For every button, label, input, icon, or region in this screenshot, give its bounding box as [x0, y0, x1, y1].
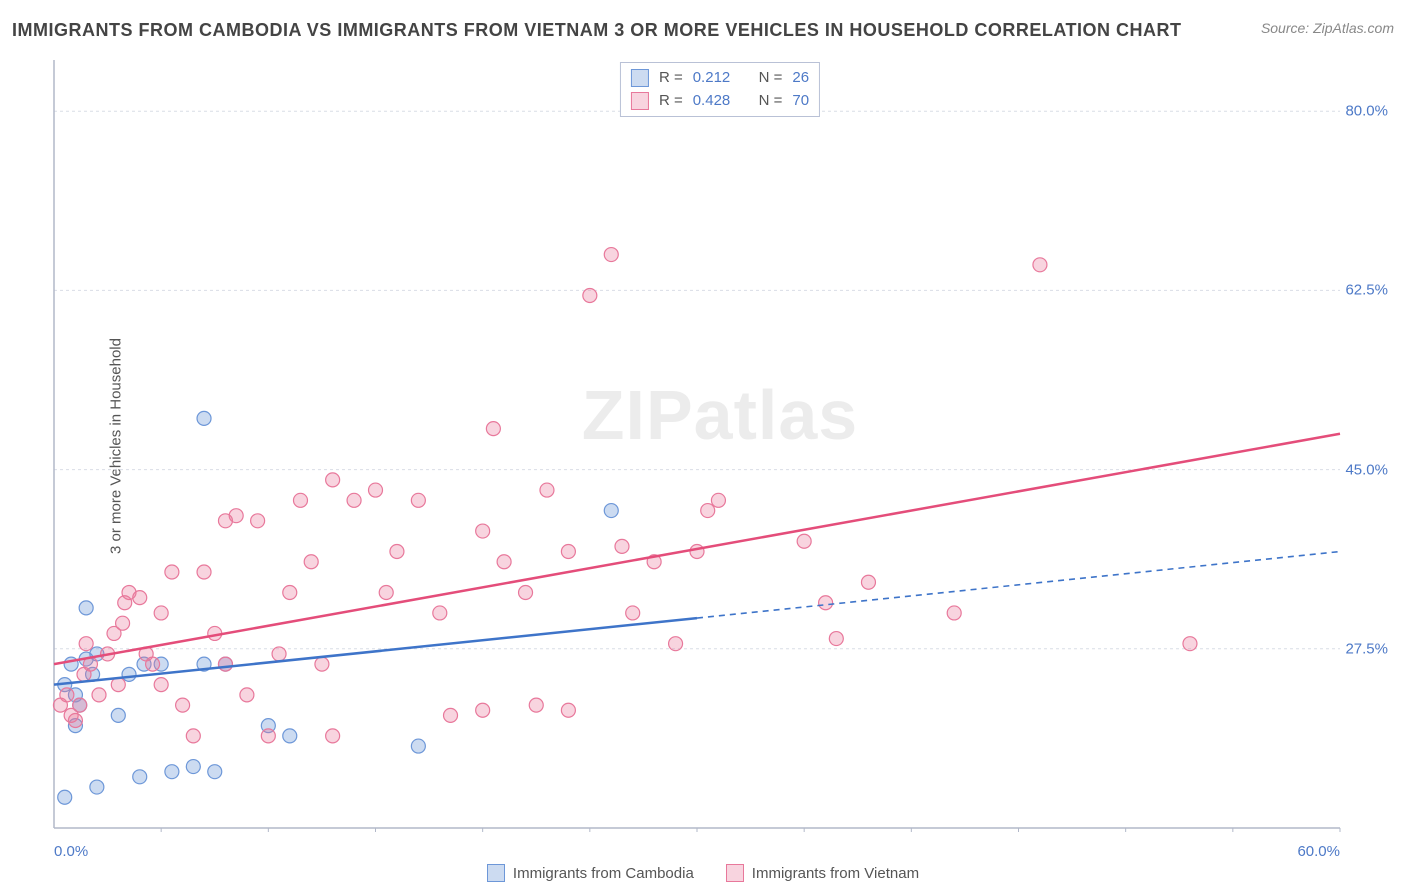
y-tick-label: 45.0%	[1345, 461, 1388, 478]
legend-item-vietnam: Immigrants from Vietnam	[726, 864, 919, 882]
legend-label: Immigrants from Vietnam	[752, 865, 919, 882]
r-value: 0.212	[693, 67, 731, 90]
legend-label: Immigrants from Cambodia	[513, 865, 694, 882]
title-bar: IMMIGRANTS FROM CAMBODIA VS IMMIGRANTS F…	[12, 20, 1394, 41]
y-tick-label: 62.5%	[1345, 282, 1388, 299]
legend-swatch-cambodia	[631, 69, 649, 87]
x-tick-label: 60.0%	[1297, 843, 1340, 860]
r-value: 0.428	[693, 90, 731, 113]
n-value: 70	[792, 90, 809, 113]
r-label: R =	[659, 90, 683, 113]
y-tick-label: 27.5%	[1345, 640, 1388, 657]
legend-swatch-vietnam	[631, 92, 649, 110]
r-label: R =	[659, 67, 683, 90]
legend-swatch-cambodia	[487, 864, 505, 882]
n-value: 26	[792, 67, 809, 90]
legend-item-cambodia: Immigrants from Cambodia	[487, 864, 694, 882]
y-tick-label: 80.0%	[1345, 103, 1388, 120]
plot-area: R = 0.212 N = 26 R = 0.428 N = 70 ZIPatl…	[50, 60, 1390, 832]
scatter-chart-svg	[50, 60, 1390, 832]
legend-row: R = 0.212 N = 26	[631, 67, 809, 90]
x-tick-label: 0.0%	[54, 843, 88, 860]
series-legend: Immigrants from Cambodia Immigrants from…	[0, 864, 1406, 882]
n-label: N =	[759, 90, 783, 113]
legend-row: R = 0.428 N = 70	[631, 90, 809, 113]
correlation-legend: R = 0.212 N = 26 R = 0.428 N = 70	[620, 62, 820, 117]
legend-swatch-vietnam	[726, 864, 744, 882]
chart-title: IMMIGRANTS FROM CAMBODIA VS IMMIGRANTS F…	[12, 20, 1182, 41]
n-label: N =	[759, 67, 783, 90]
source-attribution: Source: ZipAtlas.com	[1261, 20, 1394, 36]
